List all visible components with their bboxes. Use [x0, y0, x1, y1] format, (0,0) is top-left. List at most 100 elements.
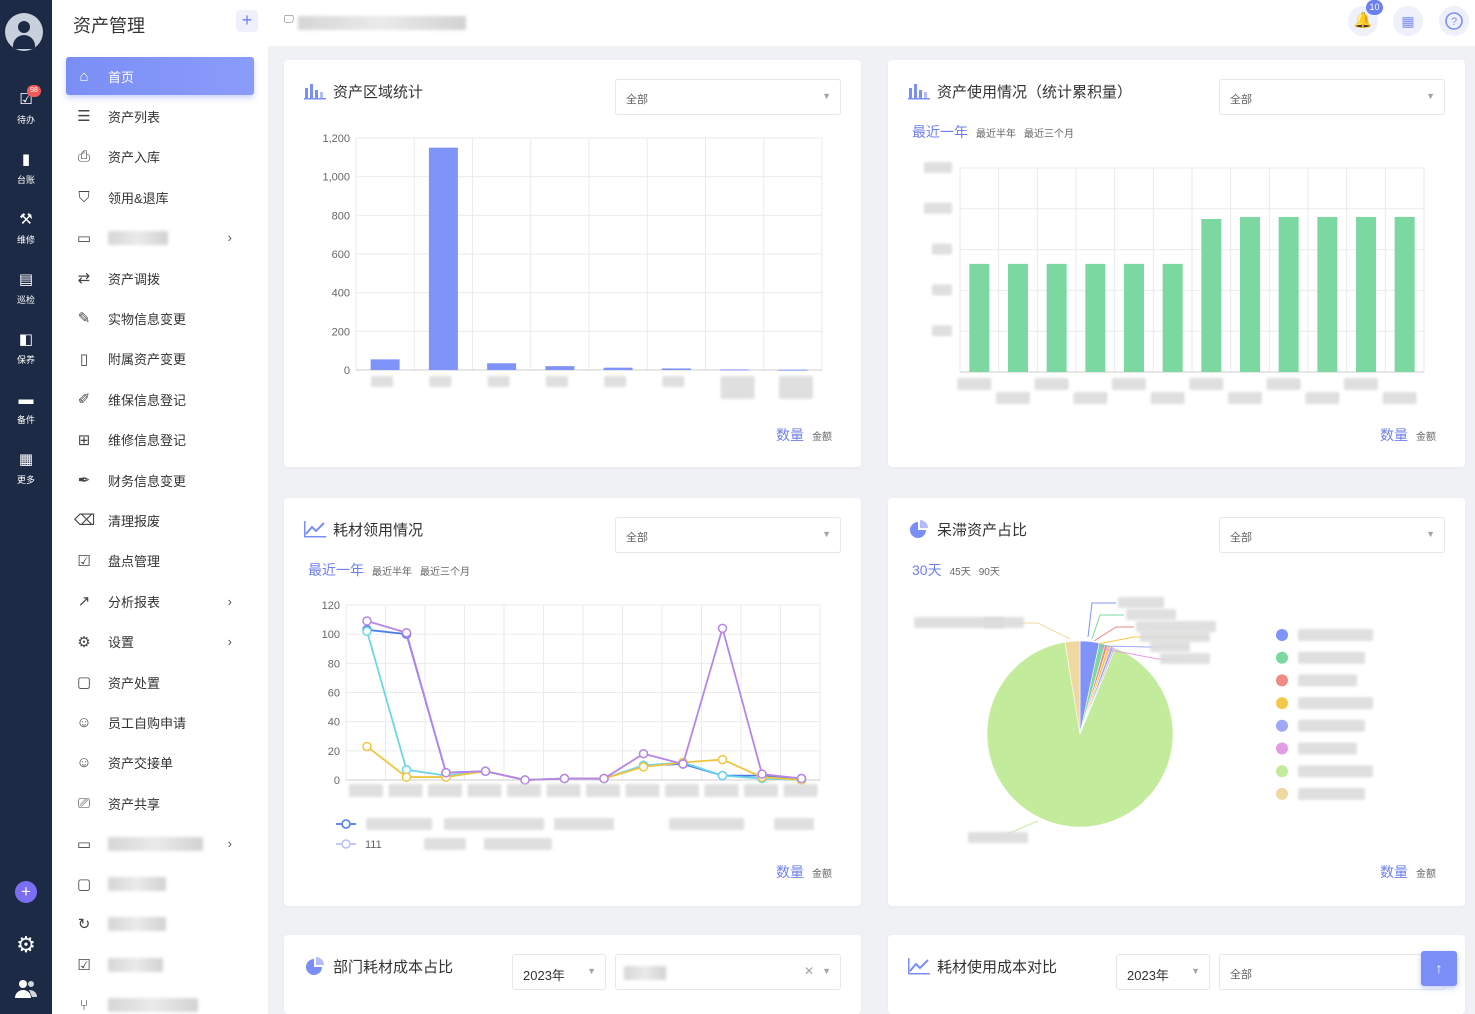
bar	[1008, 263, 1028, 372]
rail-item-6[interactable]: ▬ 备件	[0, 391, 52, 441]
legend-label	[1298, 719, 1365, 732]
menu-item-14[interactable]: ↗ 分析报表 ›	[66, 582, 254, 620]
range-90d-tab[interactable]: 90天	[978, 567, 1000, 578]
year-select[interactable]: 2023年 ▼	[1116, 954, 1210, 990]
avatar[interactable]	[5, 13, 43, 51]
chevron-down-icon: ▼	[1191, 966, 1200, 976]
menu-item-10[interactable]: ⊞ 维修信息登记	[66, 421, 254, 459]
menu-item-6[interactable]: ⇄ 资产调拨	[66, 259, 254, 297]
range-6m-tab[interactable]: 最近半年	[372, 567, 412, 578]
scroll-to-top-button[interactable]: ↑	[1421, 951, 1457, 986]
data-point	[480, 766, 491, 776]
menu-item-23[interactable]: ☑	[66, 946, 254, 984]
breadcrumb	[298, 16, 466, 30]
pie-label	[968, 832, 1028, 843]
menu-item-17[interactable]: ☺ 员工自购申请	[66, 703, 254, 741]
metric-count-tab[interactable]: 数量	[1380, 864, 1408, 880]
menu-item-15[interactable]: ⚙ 设置 ›	[66, 623, 254, 661]
rail-item-3[interactable]: ⚒ 维修	[0, 211, 52, 261]
y-tick-label: 120	[322, 600, 340, 612]
cost-filter-select[interactable]: 全部	[1219, 954, 1445, 990]
y-tick-label: 40	[328, 717, 340, 729]
menu-item-21[interactable]: ▢	[66, 865, 254, 903]
menu-item-1[interactable]: ⌂ 首页	[66, 57, 254, 95]
menu-item-16[interactable]: ▢ 资产处置	[66, 663, 254, 701]
legend-label: 111	[365, 839, 382, 851]
range-30d-tab[interactable]: 30天	[912, 562, 942, 578]
menu-item-9[interactable]: ✐ 维保信息登记	[66, 380, 254, 418]
chevron-down-icon: ▼	[822, 966, 831, 976]
region-filter-select[interactable]: 全部 ▼	[615, 79, 841, 115]
rail-item-2[interactable]: ▮ 台账	[0, 151, 52, 201]
metric-amount-tab[interactable]: 金额	[1416, 869, 1436, 880]
metric-count-tab[interactable]: 数量	[776, 864, 804, 880]
user-icon: ☺	[76, 713, 92, 731]
settings-gear-icon[interactable]: ⚙	[16, 932, 36, 957]
consumable-filter-select[interactable]: 全部 ▼	[615, 517, 841, 553]
menu-item-2[interactable]: ☰ 资产列表	[66, 97, 254, 135]
help-icon[interactable]: ?	[1439, 6, 1469, 36]
menu-item-19[interactable]: ⎚ 资产共享	[66, 784, 254, 822]
side-menu: 资产管理 + ⌂ 首页 ☰ 资产列表 ⎙ 资产入库 ⛉ 领用&退库 ▭ › ⇄ 资产调拨 ✎ 实物信息变更…	[52, 0, 268, 1014]
rail-item-5[interactable]: ◧ 保养	[0, 331, 52, 381]
region-bar-chart: 0 200 400 600 800 1,000 1,200	[322, 133, 823, 399]
range-3m-tab[interactable]: 最近三个月	[1024, 129, 1074, 140]
metric-count-tab[interactable]: 数量	[1380, 427, 1408, 443]
folder-icon: ▭	[76, 229, 92, 247]
dept-select[interactable]: ✕ ▼	[615, 954, 841, 990]
metric-count-tab[interactable]: 数量	[776, 427, 804, 443]
menu-item-22[interactable]: ↻	[66, 905, 254, 943]
refresh-icon: ↻	[77, 916, 91, 934]
metric-amount-tab[interactable]: 金额	[812, 432, 832, 443]
x-tick-label	[1382, 392, 1417, 404]
range-45d-tab[interactable]: 45天	[949, 567, 971, 578]
pie-leader-line	[1091, 614, 1124, 640]
menu-item-18[interactable]: ☺ 资产交接单	[66, 744, 254, 782]
trend-icon: ↗	[77, 593, 91, 611]
bar	[1317, 216, 1338, 372]
card-cost-compare: 耗材使用成本对比 2023年 ▼ 全部	[888, 935, 1465, 1014]
legend-label	[1298, 742, 1357, 755]
menu-item-5[interactable]: ▭ ›	[66, 219, 254, 257]
team-icon[interactable]	[0, 978, 52, 1005]
range-3m-tab[interactable]: 最近三个月	[420, 567, 470, 578]
apps-grid-icon[interactable]: ▦	[1393, 6, 1423, 36]
pie-label	[914, 617, 1004, 628]
x-tick-label	[388, 784, 423, 797]
menu-item-12[interactable]: ⌫ 清理报废	[66, 501, 254, 539]
pie-slice	[986, 641, 1174, 828]
rail-item-1[interactable]: ☑ 待办 98	[0, 85, 52, 141]
pie-label	[1140, 631, 1210, 642]
bar	[487, 363, 517, 370]
year-select[interactable]: 2023年 ▼	[512, 954, 606, 990]
bar	[1356, 216, 1376, 372]
range-1y-tab[interactable]: 最近一年	[912, 124, 968, 140]
idle-filter-select[interactable]: 全部 ▼	[1219, 517, 1445, 553]
notification-button[interactable]: 🔔 10	[1348, 0, 1383, 36]
legend-dot	[1276, 651, 1288, 664]
rail-item-7[interactable]: ▦ 更多	[0, 451, 52, 501]
menu-item-7[interactable]: ✎ 实物信息变更	[66, 299, 254, 337]
menu-item-20[interactable]: ▭ ›	[66, 825, 254, 863]
menu-item-4[interactable]: ⛉ 领用&退库	[66, 178, 254, 216]
legend-label	[1298, 651, 1365, 664]
usage-filter-select[interactable]: 全部 ▼	[1219, 79, 1445, 115]
range-1y-tab[interactable]: 最近一年	[308, 562, 364, 578]
add-button[interactable]: +	[236, 10, 258, 32]
menu-item-8[interactable]: ▯ 附属资产变更	[66, 340, 254, 378]
menu-item-11[interactable]: ✒ 财务信息变更	[66, 461, 254, 499]
clear-icon[interactable]: ✕	[803, 964, 814, 978]
menu-item-13[interactable]: ☑ 盘点管理	[66, 542, 254, 580]
menu-item-24[interactable]: ⑂	[66, 986, 254, 1014]
data-point	[796, 773, 807, 784]
add-icon[interactable]: +	[0, 881, 52, 903]
menu-item-3[interactable]: ⎙ 资产入库	[66, 138, 254, 176]
metric-amount-tab[interactable]: 金额	[812, 869, 832, 880]
range-6m-tab[interactable]: 最近半年	[976, 129, 1016, 140]
top-bar: 🖵 🔔 10 ▦ ?	[268, 0, 1475, 46]
card-asset-usage: 资产使用情况（统计累积量） 全部 ▼ 最近一年 最近半年 最近三个月 数量 金额	[888, 60, 1465, 467]
notification-badge: 10	[1366, 0, 1383, 15]
metric-amount-tab[interactable]: 金额	[1416, 432, 1436, 443]
monitor-icon: 🖵	[284, 14, 294, 25]
rail-item-4[interactable]: ▤ 巡检	[0, 271, 52, 321]
